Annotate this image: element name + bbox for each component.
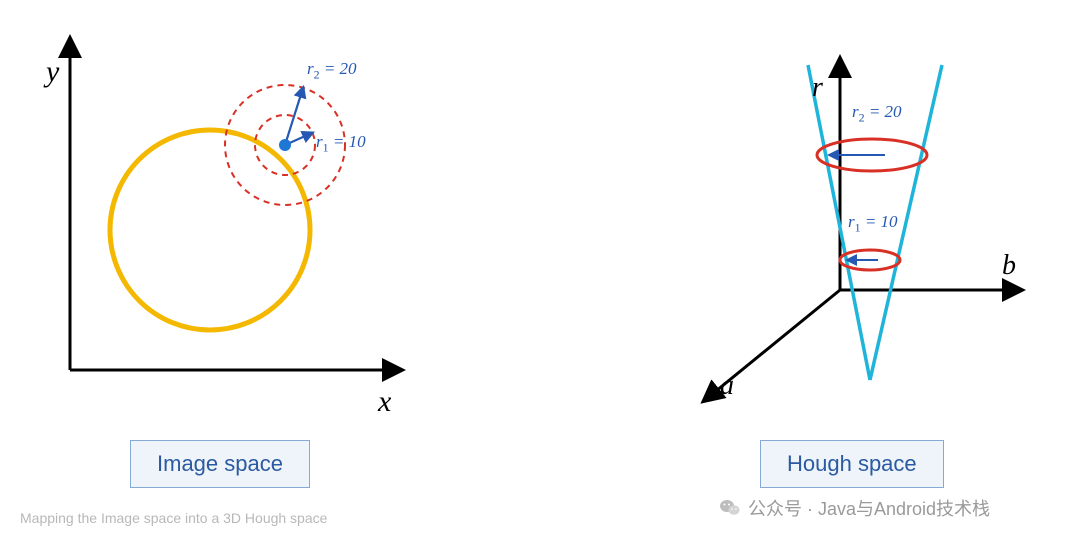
wechat-icon — [718, 496, 742, 520]
left-x-label: x — [378, 385, 391, 419]
image-space-label: Image space — [130, 440, 310, 488]
yellow-circle — [110, 130, 310, 330]
figure-caption: Mapping the Image space into a 3D Hough … — [20, 510, 327, 526]
left-y-label: y — [46, 55, 59, 89]
right-a-label: a — [720, 370, 734, 402]
right-r-label: r — [812, 72, 823, 104]
r2-arrow — [285, 88, 303, 145]
right-r1-label: r1 = 10 — [848, 212, 898, 235]
left-r1-label: r1 = 10 — [316, 132, 366, 155]
right-r2-label: r2 = 20 — [852, 102, 902, 125]
left-r2-label: r2 = 20 — [307, 59, 357, 82]
watermark-text: 公众号 · Java与Android技术栈 — [748, 495, 990, 521]
hough-space-label: Hough space — [760, 440, 944, 488]
watermark: 公众号 · Java与Android技术栈 — [718, 495, 990, 521]
edge-point — [279, 139, 291, 151]
right-b-label: b — [1002, 250, 1016, 282]
